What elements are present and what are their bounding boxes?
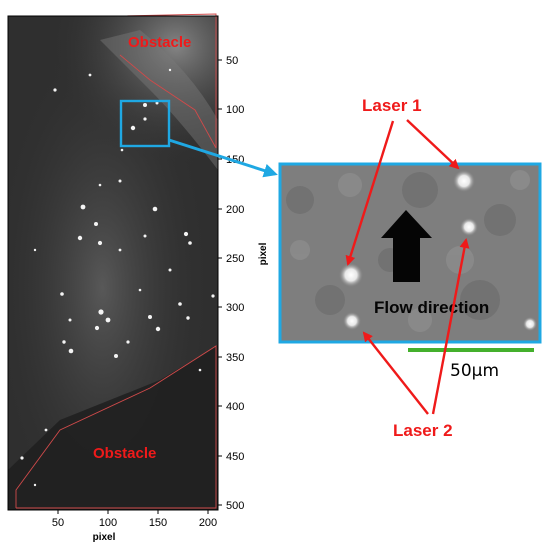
microscopy-image-panel: Obstacle Obstacle	[7, 13, 219, 511]
scale-bar-label: 50μm	[450, 361, 499, 381]
laser2-arrow-b	[431, 238, 470, 415]
y-tick-label: 500	[226, 500, 244, 512]
y-tick-label: 200	[226, 204, 244, 216]
obstacle-bottom-outline	[15, 345, 217, 509]
laser2-spot-b	[343, 312, 361, 330]
obstacle-top-outline	[119, 13, 217, 149]
flow-direction-label: Flow direction	[374, 298, 489, 317]
zoomed-panel-frame	[278, 162, 542, 344]
y-tick-label: 350	[226, 352, 244, 364]
zoom-arrow	[168, 138, 278, 178]
y-tick-label: 100	[226, 104, 244, 116]
laser2-arrow-a	[362, 331, 429, 415]
image-y-axis: 50 100 150 200 250 300 350 400 450 500	[217, 16, 244, 512]
image-x-axis: 50 100 150 200 pixel	[8, 509, 218, 543]
laser1-label: Laser 1	[362, 96, 422, 115]
laser1-spot-b	[339, 263, 363, 287]
laser2-spot-a	[460, 218, 478, 236]
x-tick-label: 200	[199, 517, 217, 529]
laser1-arrow-b	[345, 120, 395, 266]
x-tick-label: 100	[99, 517, 117, 529]
zoomed-panel: pixel Flow direction	[258, 162, 542, 344]
x-axis-title: pixel	[93, 532, 116, 543]
x-tick-label: 50	[52, 517, 64, 529]
zoom-y-axis-title: pixel	[258, 242, 269, 265]
y-tick-label: 300	[226, 302, 244, 314]
obstacle-top-label: Obstacle	[128, 34, 191, 51]
zoom-selection-box	[119, 99, 171, 148]
x-tick-label: 150	[149, 517, 167, 529]
y-tick-label: 50	[226, 55, 238, 67]
laser1-spot-a	[453, 170, 475, 192]
y-tick-label: 400	[226, 401, 244, 413]
flow-direction-arrow	[381, 210, 432, 282]
particle-spots	[20, 68, 215, 487]
obstacle-bottom-label: Obstacle	[93, 445, 156, 462]
y-tick-label: 250	[226, 253, 244, 265]
laser1-arrow-a	[406, 119, 460, 170]
bright-flow-band	[100, 30, 218, 170]
laser2-label: Laser 2	[393, 421, 453, 440]
y-tick-label: 450	[226, 451, 244, 463]
